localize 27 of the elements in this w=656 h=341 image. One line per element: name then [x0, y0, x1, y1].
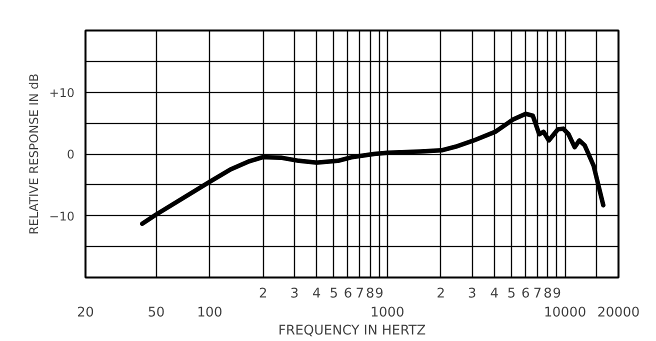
- text: 8: [366, 286, 374, 302]
- x-tick-label: 20: [77, 306, 94, 320]
- x-tick-label: 10000: [544, 306, 586, 320]
- text: 9: [374, 286, 384, 302]
- text: 9: [552, 286, 562, 302]
- text: 2: [436, 286, 446, 302]
- text: 3: [290, 286, 299, 302]
- y-tick-label: −10: [49, 209, 75, 224]
- x-tick-label: 1000: [370, 306, 404, 320]
- y-tick-label: +10: [49, 86, 75, 100]
- y-axis-title: RELATIVE RESPONSE IN dB: [27, 73, 42, 235]
- y-tick-label: 0: [66, 148, 75, 162]
- text: 2: [258, 286, 268, 302]
- x-tick-label: 100: [196, 306, 222, 320]
- text: 8: [544, 286, 552, 302]
- text: 7: [356, 286, 364, 302]
- x-tick-label: 20000: [597, 306, 640, 320]
- text: 5: [507, 286, 516, 302]
- text: 5: [330, 286, 338, 302]
- x-axis-title: FREQUENCY IN HERTZ: [278, 324, 426, 338]
- text: 7: [533, 286, 542, 302]
- x-tick-label: 50: [148, 306, 165, 320]
- text: 6: [344, 286, 352, 302]
- text: 3: [468, 286, 476, 302]
- text: 4: [312, 286, 321, 302]
- text: 6: [521, 286, 530, 302]
- text: 4: [490, 286, 499, 302]
